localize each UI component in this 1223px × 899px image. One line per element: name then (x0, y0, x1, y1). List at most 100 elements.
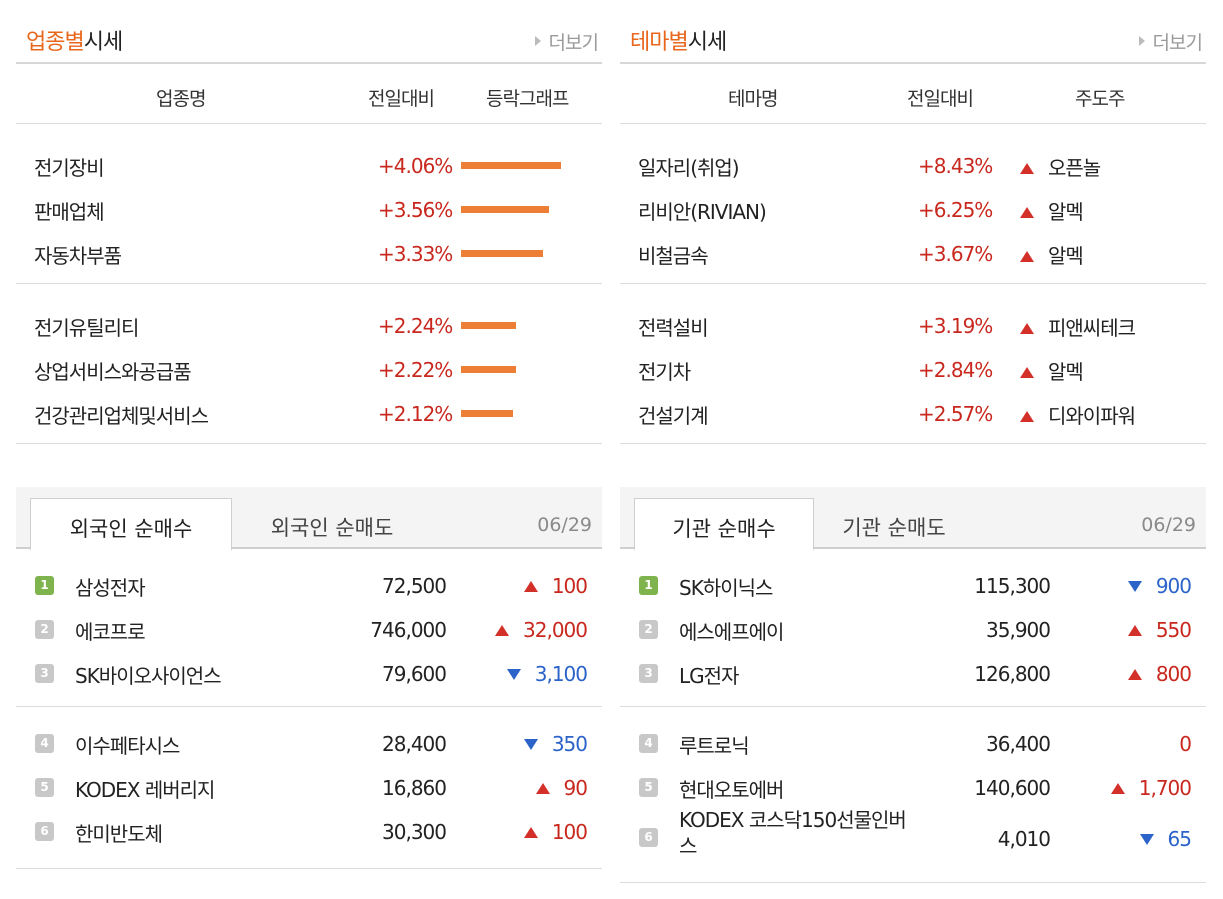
ranking-row[interactable]: 4 루트로닉 36,400 0 (620, 723, 1206, 767)
sector-change: +3.56% (378, 198, 453, 222)
theme-leader-name[interactable]: 오픈놀 (1048, 156, 1101, 180)
stock-name[interactable]: KODEX 코스닥150선물인버 스 (679, 807, 907, 859)
col-theme-leader: 주도주 (1075, 88, 1125, 110)
theme-name[interactable]: 리비안(RIVIAN) (638, 200, 767, 224)
col-theme-change: 전일대비 (907, 88, 974, 110)
up-triangle-icon (1020, 163, 1034, 174)
ranking-row[interactable]: 5 현대오토에버 140,600 1,700 (620, 767, 1206, 811)
theme-name[interactable]: 건설기계 (638, 404, 709, 428)
up-triangle-icon (1020, 207, 1034, 218)
stock-diff-value: 65 (1167, 827, 1192, 851)
sector-name[interactable]: 건강관리업체및서비스 (34, 404, 209, 428)
theme-row[interactable]: 비철금속 +3.67% 알멕 (620, 232, 1206, 276)
ranking-row[interactable]: 1 SK하이닉스 115,300 900 (620, 565, 1206, 609)
sector-name[interactable]: 상업서비스와공급품 (34, 360, 192, 384)
rank-badge: 6 (35, 822, 54, 841)
sector-column-header: 업종명 전일대비 등락그래프 (16, 64, 602, 124)
up-triangle-icon (523, 581, 538, 592)
up-triangle-icon (1020, 251, 1034, 262)
tab-institution-net-sell[interactable]: 기관 순매도 (842, 516, 946, 540)
down-triangle-icon (506, 669, 521, 680)
theme-row[interactable]: 전기차 +2.84% 알멕 (620, 348, 1206, 392)
ranking-row[interactable]: 2 에코프로 746,000 32,000 (16, 609, 602, 653)
stock-name[interactable]: 에코프로 (75, 620, 146, 644)
stock-price: 72,500 (382, 574, 447, 598)
ranking-row[interactable]: 3 SK바이오사이언스 79,600 3,100 (16, 653, 602, 697)
sector-panel: 업종별시세 더보기 업종명 전일대비 등락그래프 전기장비 +4.06% 판매업체 +… (16, 0, 602, 444)
sector-row[interactable]: 상업서비스와공급품 +2.22% (16, 348, 602, 392)
col-theme-name: 테마명 (728, 88, 778, 110)
theme-name[interactable]: 비철금속 (638, 244, 709, 268)
theme-group-1: 일자리(취업) +8.43% 오픈놀 리비안(RIVIAN) +6.25% 알멕 비철금속 +… (620, 124, 1206, 284)
theme-more-link[interactable]: 더보기 (1138, 28, 1203, 55)
theme-leader-name[interactable]: 알멕 (1048, 200, 1084, 224)
foreign-group-2: 4 이수페타시스 28,400 350 5 KODEX 레버리지 16,860 90 6 한미반도… (16, 707, 602, 869)
ranking-row[interactable]: 1 삼성전자 72,500 100 (16, 565, 602, 609)
up-triangle-icon (1110, 783, 1125, 794)
theme-leader[interactable]: 알멕 (1020, 240, 1084, 269)
sector-name[interactable]: 자동차부품 (34, 244, 122, 268)
sector-row[interactable]: 전기장비 +4.06% (16, 144, 602, 188)
theme-row[interactable]: 건설기계 +2.57% 디와이파워 (620, 392, 1206, 436)
theme-name[interactable]: 전기차 (638, 360, 691, 384)
stock-name[interactable]: SK바이오사이언스 (75, 664, 222, 688)
ranking-row[interactable]: 2 에스에프에이 35,900 550 (620, 609, 1206, 653)
theme-leader-name[interactable]: 알멕 (1048, 244, 1084, 268)
theme-name[interactable]: 일자리(취업) (638, 156, 740, 180)
stock-diff-value: 900 (1155, 574, 1192, 598)
sector-name[interactable]: 판매업체 (34, 200, 105, 224)
theme-row[interactable]: 리비안(RIVIAN) +6.25% 알멕 (620, 188, 1206, 232)
theme-row[interactable]: 전력설비 +3.19% 피앤씨테크 (620, 304, 1206, 348)
stock-diff-value: 550 (1155, 618, 1192, 642)
ranking-row[interactable]: 6 한미반도체 30,300 100 (16, 811, 602, 855)
sector-header: 업종별시세 더보기 (16, 0, 602, 64)
stock-name[interactable]: 루트로닉 (679, 734, 750, 758)
theme-leader[interactable]: 피앤씨테크 (1020, 312, 1136, 341)
rank-badge: 3 (35, 664, 54, 683)
stock-price: 126,800 (974, 662, 1051, 686)
rank-badge: 1 (639, 576, 658, 595)
sector-title: 업종별시세 (26, 30, 123, 55)
up-triangle-icon (1020, 323, 1034, 334)
stock-diff: 350 (523, 732, 588, 756)
ranking-row[interactable]: 3 LG전자 126,800 800 (620, 653, 1206, 697)
stock-diff-value: 350 (551, 732, 588, 756)
stock-diff-value: 100 (551, 574, 588, 598)
stock-price: 79,600 (382, 662, 447, 686)
theme-name[interactable]: 전력설비 (638, 316, 709, 340)
stock-name[interactable]: 현대오토에버 (679, 778, 784, 802)
stock-name[interactable]: 삼성전자 (75, 576, 146, 600)
stock-name-line2: 스 (679, 834, 697, 858)
ranking-row[interactable]: 5 KODEX 레버리지 16,860 90 (16, 767, 602, 811)
sector-group-2: 전기유틸리티 +2.24% 상업서비스와공급품 +2.22% 건강관리업체및서비스 +2.… (16, 284, 602, 444)
ranking-row[interactable]: 4 이수페타시스 28,400 350 (16, 723, 602, 767)
stock-name[interactable]: 에스에프에이 (679, 620, 784, 644)
stock-price: 36,400 (986, 732, 1051, 756)
sector-name[interactable]: 전기유틸리티 (34, 316, 139, 340)
ranking-row[interactable]: 6 KODEX 코스닥150선물인버 스 4,010 65 (620, 808, 1206, 867)
sector-more-link[interactable]: 더보기 (534, 28, 599, 55)
sector-row[interactable]: 판매업체 +3.56% (16, 188, 602, 232)
sector-row[interactable]: 전기유틸리티 +2.24% (16, 304, 602, 348)
tab-foreign-net-buy[interactable]: 외국인 순매수 (30, 498, 232, 551)
stock-name[interactable]: 이수페타시스 (75, 734, 180, 758)
theme-leader-name[interactable]: 알멕 (1048, 360, 1084, 384)
sector-row[interactable]: 건강관리업체및서비스 +2.12% (16, 392, 602, 436)
theme-leader[interactable]: 디와이파워 (1020, 400, 1136, 429)
tab-foreign-net-sell[interactable]: 외국인 순매도 (270, 516, 394, 540)
sector-change-bar (461, 250, 543, 257)
sector-name[interactable]: 전기장비 (34, 156, 105, 180)
stock-name[interactable]: 한미반도체 (75, 822, 163, 846)
theme-leader[interactable]: 오픈놀 (1020, 152, 1101, 181)
theme-leader[interactable]: 알멕 (1020, 356, 1084, 385)
theme-row[interactable]: 일자리(취업) +8.43% 오픈놀 (620, 144, 1206, 188)
stock-price: 115,300 (974, 574, 1051, 598)
theme-leader[interactable]: 알멕 (1020, 196, 1084, 225)
theme-leader-name[interactable]: 피앤씨테크 (1048, 316, 1136, 340)
stock-name[interactable]: KODEX 레버리지 (75, 778, 215, 802)
sector-row[interactable]: 자동차부품 +3.33% (16, 232, 602, 276)
theme-leader-name[interactable]: 디와이파워 (1048, 404, 1136, 428)
stock-name[interactable]: SK하이닉스 (679, 576, 773, 600)
tab-institution-net-buy[interactable]: 기관 순매수 (634, 498, 814, 551)
stock-name[interactable]: LG전자 (679, 664, 739, 688)
